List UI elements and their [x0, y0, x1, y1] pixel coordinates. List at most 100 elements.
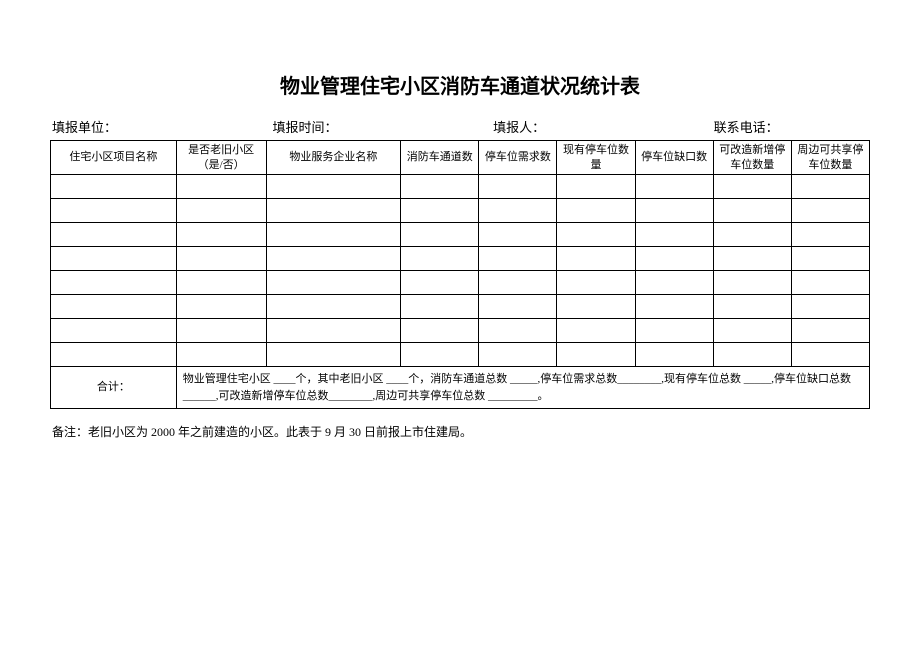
- time-label: 填报时间：: [273, 117, 494, 136]
- table-cell: [791, 247, 869, 271]
- summary-text: 物业管理住宅小区 ____个，其中老旧小区 ____个，消防车通道总数 ____…: [176, 367, 869, 409]
- summary-label: 合计：: [51, 367, 177, 409]
- table-cell: [479, 175, 557, 199]
- footnote: 备注：老旧小区为 2000 年之前建造的小区。此表于 9 月 30 日前报上市住…: [50, 423, 870, 440]
- table-cell: [266, 319, 401, 343]
- table-cell: [266, 199, 401, 223]
- col-header: 住宅小区项目名称: [51, 141, 177, 175]
- table-cell: [176, 175, 266, 199]
- table-cell: [557, 343, 635, 367]
- table-cell: [401, 271, 479, 295]
- table-cell: [401, 319, 479, 343]
- table-cell: [713, 247, 791, 271]
- table-row: [51, 175, 870, 199]
- table-cell: [479, 199, 557, 223]
- table-cell: [479, 295, 557, 319]
- table-cell: [557, 223, 635, 247]
- table-cell: [479, 271, 557, 295]
- summary-row: 合计：物业管理住宅小区 ____个，其中老旧小区 ____个，消防车通道总数 _…: [51, 367, 870, 409]
- person-label: 填报人：: [493, 117, 714, 136]
- table-cell: [791, 319, 869, 343]
- table-cell: [635, 343, 713, 367]
- table-cell: [51, 199, 177, 223]
- table-cell: [51, 223, 177, 247]
- table-cell: [266, 271, 401, 295]
- table-cell: [791, 175, 869, 199]
- table-cell: [557, 247, 635, 271]
- table-cell: [713, 295, 791, 319]
- table-cell: [479, 319, 557, 343]
- table-cell: [401, 295, 479, 319]
- table-cell: [176, 199, 266, 223]
- table-cell: [401, 199, 479, 223]
- table-cell: [401, 175, 479, 199]
- table-cell: [176, 223, 266, 247]
- table-cell: [557, 175, 635, 199]
- col-header: 是否老旧小区（是/否）: [176, 141, 266, 175]
- table-cell: [791, 271, 869, 295]
- table-row: [51, 319, 870, 343]
- table-cell: [51, 175, 177, 199]
- table-cell: [266, 247, 401, 271]
- table-row: [51, 343, 870, 367]
- table-cell: [791, 343, 869, 367]
- table-cell: [557, 295, 635, 319]
- table-cell: [713, 271, 791, 295]
- table-cell: [557, 271, 635, 295]
- table-cell: [635, 271, 713, 295]
- table-cell: [51, 295, 177, 319]
- table-cell: [176, 343, 266, 367]
- table-row: [51, 199, 870, 223]
- table-cell: [401, 343, 479, 367]
- col-header: 停车位缺口数: [635, 141, 713, 175]
- table-cell: [176, 247, 266, 271]
- unit-label: 填报单位：: [52, 117, 273, 136]
- table-cell: [635, 175, 713, 199]
- table-cell: [635, 247, 713, 271]
- table-row: [51, 247, 870, 271]
- table-cell: [51, 343, 177, 367]
- col-header: 物业服务企业名称: [266, 141, 401, 175]
- col-header: 周边可共享停车位数量: [791, 141, 869, 175]
- table-cell: [713, 319, 791, 343]
- table-cell: [635, 319, 713, 343]
- table-cell: [635, 295, 713, 319]
- table-cell: [51, 247, 177, 271]
- table-cell: [791, 223, 869, 247]
- table-cell: [791, 295, 869, 319]
- page-title: 物业管理住宅小区消防车通道状况统计表: [50, 70, 870, 99]
- table-cell: [176, 319, 266, 343]
- table-cell: [791, 199, 869, 223]
- table-row: [51, 295, 870, 319]
- table-cell: [266, 295, 401, 319]
- table-cell: [176, 295, 266, 319]
- table-cell: [635, 223, 713, 247]
- table-cell: [479, 343, 557, 367]
- table-cell: [176, 271, 266, 295]
- table-cell: [713, 199, 791, 223]
- table-cell: [635, 199, 713, 223]
- table-cell: [266, 175, 401, 199]
- col-header: 可改造新增停车位数量: [713, 141, 791, 175]
- table-cell: [713, 343, 791, 367]
- table-cell: [266, 343, 401, 367]
- form-header-row: 填报单位： 填报时间： 填报人： 联系电话：: [50, 117, 870, 136]
- col-header: 消防车通道数: [401, 141, 479, 175]
- table-row: [51, 271, 870, 295]
- table-cell: [51, 319, 177, 343]
- table-header-row: 住宅小区项目名称 是否老旧小区（是/否） 物业服务企业名称 消防车通道数 停车位…: [51, 141, 870, 175]
- table-cell: [479, 247, 557, 271]
- table-cell: [713, 175, 791, 199]
- table-cell: [266, 223, 401, 247]
- col-header: 现有停车位数量: [557, 141, 635, 175]
- table-cell: [557, 319, 635, 343]
- table-cell: [713, 223, 791, 247]
- col-header: 停车位需求数: [479, 141, 557, 175]
- table-cell: [401, 223, 479, 247]
- main-table: 住宅小区项目名称 是否老旧小区（是/否） 物业服务企业名称 消防车通道数 停车位…: [50, 140, 870, 409]
- table-cell: [51, 271, 177, 295]
- table-cell: [401, 247, 479, 271]
- phone-label: 联系电话：: [714, 117, 868, 136]
- table-row: [51, 223, 870, 247]
- table-cell: [479, 223, 557, 247]
